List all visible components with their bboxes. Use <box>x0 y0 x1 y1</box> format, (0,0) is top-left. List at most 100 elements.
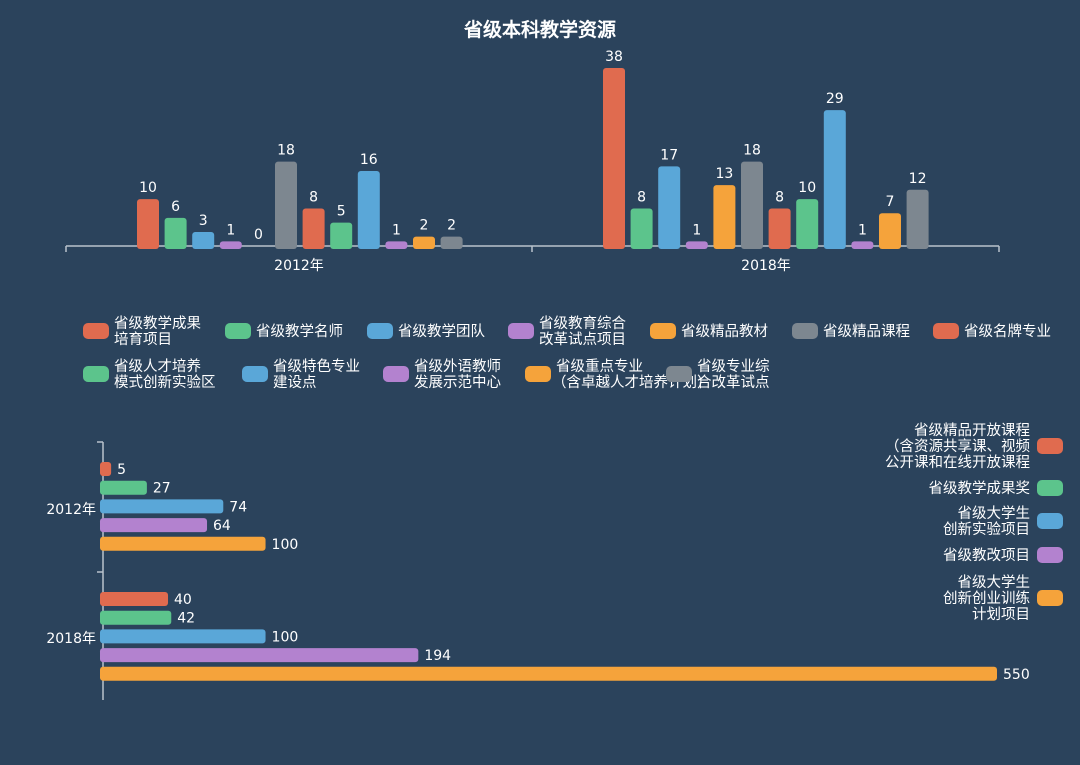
horizontal-chart-legend: 省级精品开放课程（含资源共享课、视频公开课和在线开放课程省级教学成果奖省级大学生… <box>885 422 1063 623</box>
data-label: 8 <box>309 190 318 206</box>
horizontal-bar-chart: 2012年 5 27 74 64 100 2018年 40 42 100 194 550 <box>46 441 1030 700</box>
legend-swatch <box>242 366 268 382</box>
legend-label: 公开课和在线开放课程 <box>885 454 1030 471</box>
legend-label: （含资源共享课、视频 <box>885 438 1030 455</box>
legend-label: 省级教育综合 <box>539 315 626 332</box>
data-label: 64 <box>213 518 231 534</box>
data-label: 194 <box>424 648 451 664</box>
data-label: 74 <box>229 499 247 515</box>
legend-label: 省级专业综 <box>697 358 770 375</box>
data-label: 3 <box>199 213 208 229</box>
bar <box>100 666 997 681</box>
data-label: 550 <box>1003 667 1030 683</box>
legend-label: 建设点 <box>273 374 317 391</box>
legend-swatch <box>1037 480 1063 496</box>
legend-swatch <box>1037 513 1063 529</box>
legend-label: 省级教学名师 <box>256 323 343 340</box>
data-label: 13 <box>715 166 733 182</box>
bar <box>879 213 901 249</box>
legend-swatch <box>508 323 534 339</box>
data-label: 5 <box>337 204 346 220</box>
data-label: 2 <box>420 218 429 234</box>
legend-label: 创新创业训练 <box>943 590 1030 607</box>
legend-label: 省级教改项目 <box>943 547 1030 564</box>
legend-swatch <box>83 366 109 382</box>
bar <box>741 161 763 249</box>
data-label: 27 <box>153 481 171 497</box>
legend-label: 创新实验项目 <box>943 521 1030 538</box>
data-label: 1 <box>692 222 701 238</box>
bar <box>768 208 791 249</box>
bar <box>658 166 681 249</box>
bar <box>330 222 353 249</box>
data-label: 8 <box>637 190 646 206</box>
bar <box>413 236 435 249</box>
legend-swatch <box>650 323 676 339</box>
bar <box>302 208 325 249</box>
data-label: 12 <box>909 171 927 187</box>
legend-label: 合改革试点 <box>697 374 770 391</box>
legend-label: 计划项目 <box>972 606 1030 623</box>
legend-label: 省级名牌专业 <box>964 323 1051 340</box>
data-label: 1 <box>858 222 867 238</box>
legend-swatch <box>792 323 818 339</box>
bar <box>192 231 215 249</box>
bar <box>100 536 266 551</box>
bar <box>100 499 224 514</box>
legend-swatch <box>525 366 551 382</box>
bar <box>440 236 463 249</box>
bar <box>100 480 147 495</box>
legend-label: 省级精品教材 <box>681 323 768 340</box>
x-tick-label: 2018年 <box>741 258 791 274</box>
bar <box>630 208 653 249</box>
data-label: 6 <box>171 199 180 215</box>
bar <box>357 171 380 249</box>
bar <box>100 462 112 476</box>
x-tick-label: 2012年 <box>274 258 324 274</box>
legend-swatch <box>1037 438 1063 454</box>
legend-swatch <box>1037 590 1063 606</box>
legend-label: 发展示范中心 <box>414 374 501 391</box>
data-label: 29 <box>826 91 844 107</box>
data-label: 10 <box>139 180 157 196</box>
data-label: 100 <box>272 629 299 645</box>
bar <box>906 189 929 249</box>
data-label: 8 <box>775 190 784 206</box>
bar <box>164 217 187 249</box>
data-label: 10 <box>798 180 816 196</box>
legend-label: 省级教学成果 <box>114 315 201 332</box>
legend-swatch <box>666 366 692 382</box>
legend-label: 省级大学生 <box>958 505 1031 522</box>
legend-swatch <box>367 323 393 339</box>
legend-swatch <box>83 323 109 339</box>
data-label: 5 <box>117 462 126 478</box>
legend-label: 省级特色专业 <box>273 358 360 375</box>
data-label: 42 <box>177 611 195 627</box>
bar <box>823 110 846 249</box>
chart-title: 省级本科教学资源 <box>463 18 616 41</box>
legend-label: 改革试点项目 <box>539 331 626 348</box>
data-label: 38 <box>605 49 623 65</box>
bar <box>851 241 874 249</box>
legend-swatch <box>1037 547 1063 563</box>
data-label: 7 <box>886 194 895 210</box>
legend-label: 省级教学成果奖 <box>929 480 1031 497</box>
data-label: 2 <box>447 218 456 234</box>
bar <box>100 592 169 606</box>
legend-label: 省级重点专业 <box>556 358 643 375</box>
legend-label: 省级教学团队 <box>398 323 485 340</box>
bar <box>100 629 266 644</box>
data-label: 40 <box>174 592 192 608</box>
bar <box>713 185 736 249</box>
legend-label: 培育项目 <box>114 331 172 348</box>
legend-swatch <box>933 323 959 339</box>
legend-label: 省级精品开放课程 <box>914 422 1030 439</box>
bar <box>137 199 159 249</box>
legend-label: 省级精品课程 <box>823 323 910 340</box>
data-label: 1 <box>226 222 235 238</box>
bar <box>100 610 172 625</box>
bar <box>796 199 819 249</box>
